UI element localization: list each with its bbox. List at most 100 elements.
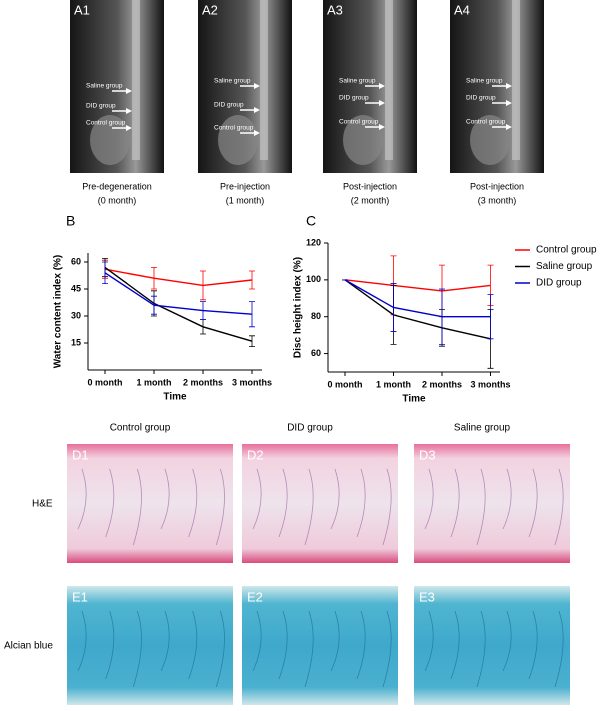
tissue-fiber <box>382 610 392 688</box>
histology-image <box>242 444 398 563</box>
tissue-fiber <box>450 468 460 538</box>
arrow-head <box>254 107 260 113</box>
tissue-fiber <box>160 610 170 672</box>
tissue-fiber <box>160 468 170 530</box>
x-tick-label: 3 months <box>232 377 272 387</box>
tissue-fiber <box>105 610 115 680</box>
column-label: Control group <box>110 423 171 434</box>
tissue-fiber <box>476 610 486 688</box>
y-tick-label: 100 <box>306 274 321 284</box>
subcaption: (2 month) <box>351 195 390 205</box>
y-axis-label: Water content index (%) <box>53 255 64 369</box>
x-tick-label: 0 month <box>88 377 123 387</box>
y-axis-label: Disc height index (%) <box>293 257 304 358</box>
tissue-fiber <box>424 468 434 530</box>
panel-label: E3 <box>419 589 435 604</box>
subcaption: (0 month) <box>98 195 137 205</box>
panel-label: A3 <box>327 2 343 17</box>
tissue-fiber <box>330 610 340 672</box>
arrow-label: Control group <box>339 119 379 126</box>
arrow-label: Control group <box>466 119 506 126</box>
arrow-label: DID group <box>86 103 116 110</box>
error-bar <box>200 301 206 320</box>
mri-spine <box>260 0 268 160</box>
tissue-fiber <box>424 610 434 672</box>
legend-label: DID group <box>536 278 582 289</box>
tissue-fiber <box>450 610 460 680</box>
tissue-fiber <box>554 468 564 546</box>
arrow-label: Control group <box>214 125 254 132</box>
tissue-fiber <box>188 468 198 538</box>
mri-spine <box>512 0 520 160</box>
error-bar <box>151 267 157 290</box>
tissue-fiber <box>330 468 340 530</box>
legend-label: Control group <box>536 245 597 256</box>
tissue-fiber <box>132 468 142 546</box>
arrow-head <box>379 83 385 89</box>
panel-label: A4 <box>454 2 470 17</box>
x-axis-label: Time <box>163 392 187 403</box>
y-tick-label: 80 <box>311 311 321 321</box>
tissue-fiber <box>215 468 225 546</box>
row-label: Alcian blue <box>4 641 53 652</box>
tissue-fiber <box>132 610 142 688</box>
arrow-head <box>379 100 385 106</box>
arrow-head <box>126 88 132 94</box>
tissue-fiber <box>278 468 288 538</box>
arrow-head <box>506 83 512 89</box>
tissue-fiber <box>77 468 87 530</box>
x-tick-label: 3 months <box>470 379 510 389</box>
line <box>104 272 253 315</box>
arrow-label: Saline group <box>214 78 251 85</box>
tissue-fiber <box>382 468 392 546</box>
arrow-head <box>379 124 385 130</box>
tissue-fiber <box>554 610 564 688</box>
y-tick-label: 120 <box>306 237 321 247</box>
panel-label: C <box>306 213 316 229</box>
histology-image <box>414 444 570 563</box>
line <box>104 266 253 342</box>
subcaption: (3 month) <box>478 195 517 205</box>
arrow-label: Saline group <box>339 78 376 85</box>
line <box>104 268 253 287</box>
tissue-fiber <box>215 610 225 688</box>
panel-label: D3 <box>419 447 436 462</box>
error-bar <box>249 270 255 290</box>
y-tick-label: 15 <box>71 337 81 347</box>
tissue-fiber <box>77 610 87 672</box>
histology-image <box>67 586 233 705</box>
y-tick-label: 30 <box>71 310 81 320</box>
panel-label: D2 <box>247 447 264 462</box>
arrow-head <box>254 83 260 89</box>
row-label: H&E <box>32 499 53 510</box>
arrow-head <box>506 100 512 106</box>
arrow-label: Control group <box>86 120 126 127</box>
error-bar <box>249 301 255 328</box>
tissue-fiber <box>502 610 512 672</box>
panel-label: D1 <box>72 447 89 462</box>
subcaption: (1 month) <box>226 195 265 205</box>
panel-label: A2 <box>202 2 218 17</box>
x-tick-label: 1 month <box>137 377 172 387</box>
tissue-fiber <box>528 610 538 680</box>
tissue-fiber <box>252 610 262 672</box>
error-bar <box>439 288 445 345</box>
panel-label: B <box>66 213 75 229</box>
tissue-fiber <box>356 468 366 538</box>
arrow-head <box>126 125 132 131</box>
caption: Pre-injection <box>220 181 270 191</box>
x-axis-label: Time <box>402 394 426 405</box>
arrow-label: DID group <box>466 95 496 102</box>
error-bar <box>390 283 397 332</box>
arrow-head <box>506 124 512 130</box>
tissue-fiber <box>502 468 512 530</box>
mri-spine <box>385 0 393 160</box>
arrow-label: Saline group <box>466 78 503 85</box>
panel-label: E1 <box>72 589 88 604</box>
arrow-label: Saline group <box>86 83 123 90</box>
y-tick-label: 45 <box>71 283 81 293</box>
tissue-fiber <box>188 610 198 680</box>
tissue-fiber <box>476 468 486 546</box>
error-bar <box>102 261 108 284</box>
